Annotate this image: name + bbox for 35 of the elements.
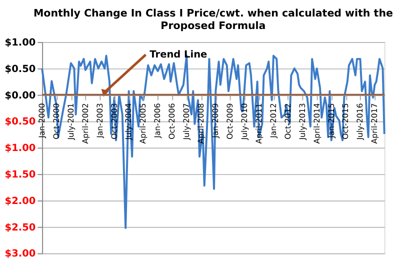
y-tick-label: $0.00	[4, 90, 36, 102]
annotation: Trend Line	[150, 50, 208, 61]
x-tick-label: Jan-2009	[211, 103, 220, 139]
chart-title: Monthly Change In Class I Price/cwt. when calculated with the Proposed Formula	[33, 8, 393, 32]
x-tick-label: July-2010	[240, 103, 249, 141]
x-tick-label: Jan-2003	[95, 103, 104, 139]
y-tick-label: $2.00	[4, 196, 36, 207]
x-tick-label: Jan-2015	[326, 103, 336, 139]
x-tick-label: July-2016	[356, 103, 365, 141]
x-tick-label: Oct-2015	[341, 103, 350, 140]
x-tick-label: Oct-2003	[110, 103, 119, 140]
x-tick-label: Jan-2006	[153, 103, 162, 139]
y-tick-label: $2.50	[4, 222, 36, 234]
x-tick-label: April-2014	[312, 103, 322, 144]
y-tick-label: $1.00	[4, 143, 36, 154]
x-tick-label: April-2017	[370, 103, 380, 144]
x-tick-label: April-2008	[196, 103, 206, 144]
x-tick-label: Oct-2009	[226, 103, 235, 140]
x-tick-label: July-2001	[66, 103, 76, 141]
y-tick-label: $1.00	[4, 37, 36, 48]
x-tick-label: April-2011	[254, 103, 264, 144]
x-tick-label: Oct-2006	[168, 103, 177, 140]
y-tick-label: $3.00	[4, 248, 36, 260]
x-tick-label: July-2013	[298, 103, 307, 141]
x-tick-label: Oct-2012	[283, 103, 292, 140]
y-tick-label: $0.50	[4, 116, 36, 128]
x-tick-label: July-2004	[124, 103, 134, 141]
x-tick-label: Jan-2012	[268, 103, 278, 139]
x-tick-label: Oct-2000	[52, 103, 61, 140]
x-tick-label: April-2002	[80, 103, 90, 144]
x-tick-label: April-2005	[138, 103, 148, 144]
y-tick-label: $0.50	[4, 64, 36, 75]
x-tick-label: Jan-2000	[38, 103, 46, 139]
x-tick-label: July-2007	[182, 103, 192, 141]
y-tick-label: $1.50	[4, 169, 36, 180]
